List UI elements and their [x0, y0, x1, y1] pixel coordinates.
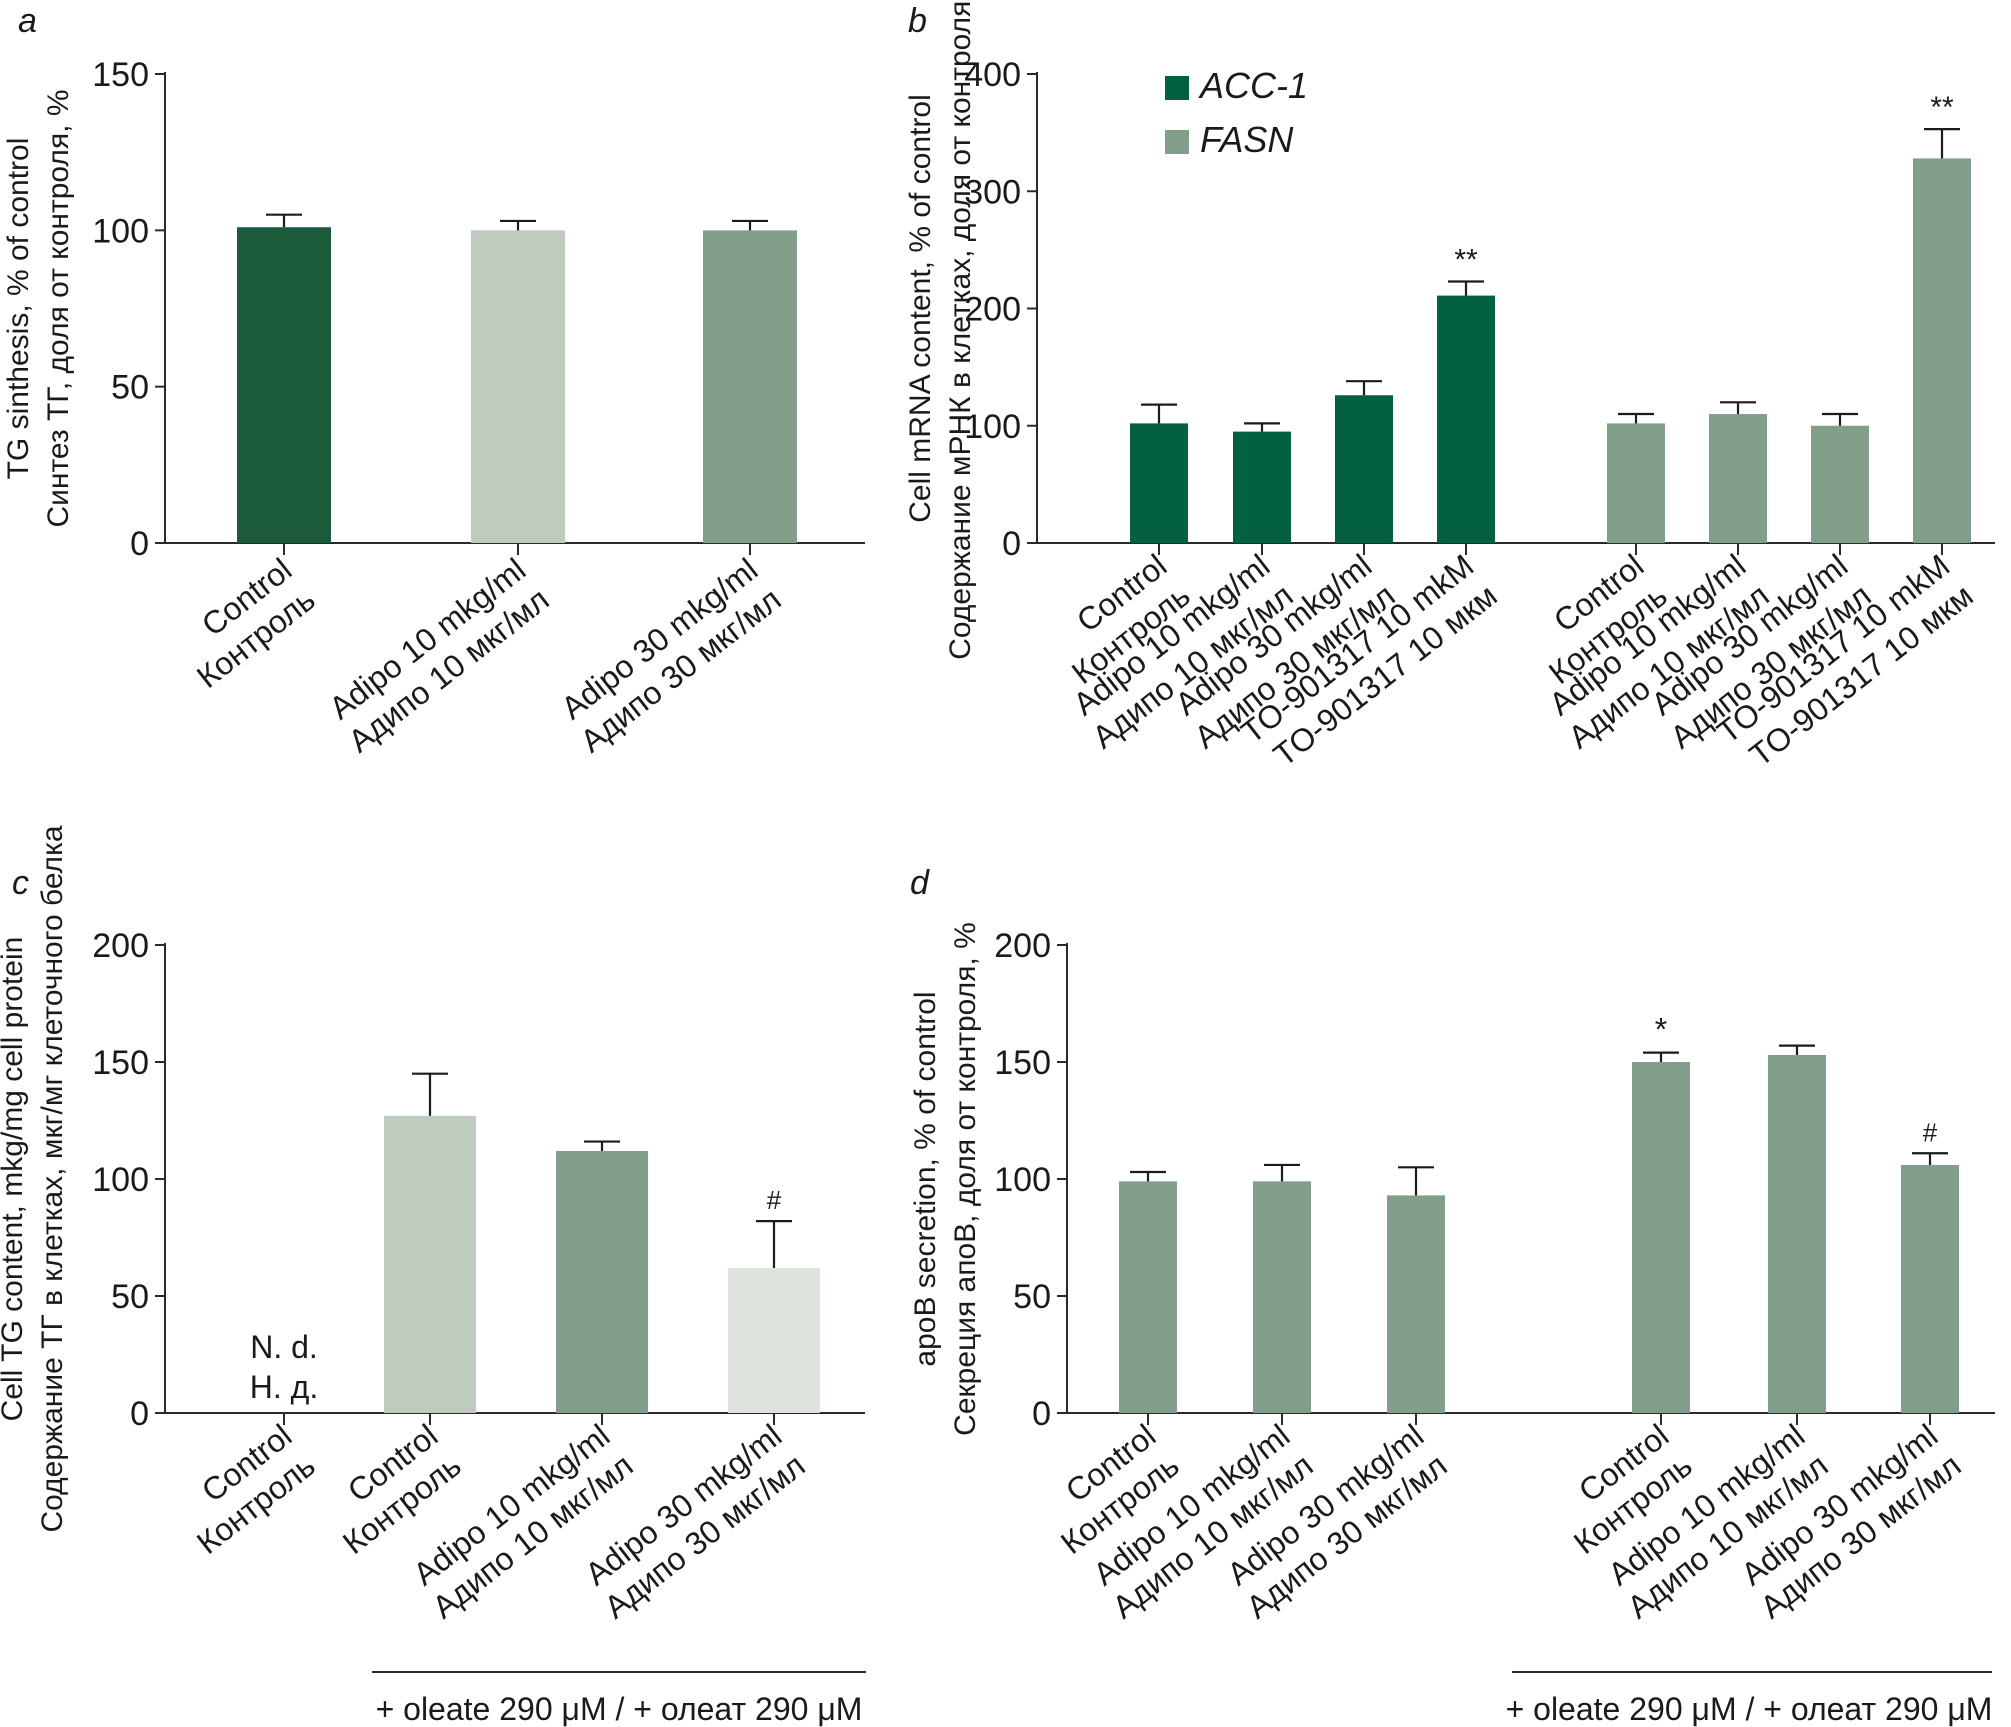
significance-mark: #	[767, 1185, 782, 1215]
y-tick-label: 400	[964, 56, 1021, 94]
bar	[1768, 1054, 1826, 1413]
bar	[728, 1267, 820, 1413]
bar	[1811, 425, 1869, 543]
panel-d: d 0 50 100 150 200 apoB secretion, % of contro…	[909, 864, 1995, 1727]
y-tick-label: 50	[111, 1278, 149, 1316]
y-axis-label: Содержание мРНК в клетках, доля от контр…	[944, 0, 977, 660]
significance-mark: **	[1454, 244, 1478, 277]
panel-letter: b	[908, 2, 927, 40]
not-detected-label: N. d.	[250, 1329, 318, 1365]
bar	[1709, 414, 1767, 543]
y-tick-label: 200	[964, 291, 1021, 329]
y-tick-label: 300	[964, 173, 1021, 211]
bar	[1632, 1062, 1690, 1413]
oleate-label: + oleate 290 μM / + олеат 290 μM	[1506, 1691, 1993, 1727]
y-tick-label: 0	[130, 525, 149, 563]
bar	[1607, 423, 1665, 543]
y-axis-label: Содержание ТГ в клетках, мкг/мг клеточно…	[36, 825, 69, 1532]
bar	[384, 1115, 476, 1413]
legend-swatch	[1165, 130, 1189, 154]
y-tick-label: 200	[92, 927, 149, 965]
significance-mark: #	[1923, 1117, 1938, 1147]
y-tick-label: 150	[92, 1044, 149, 1082]
legend-label: ACC-1	[1198, 65, 1308, 106]
y-axis-label: Cell mRNA content, % of control	[904, 94, 937, 523]
panel-b: b 0 100 200 300 400 Cell mRNA content, % of co…	[904, 0, 1995, 773]
panel-letter: d	[910, 864, 930, 902]
bar	[1253, 1181, 1311, 1413]
y-tick-label: 100	[964, 408, 1021, 446]
y-tick-label: 0	[1032, 1395, 1051, 1433]
bar	[237, 227, 331, 543]
bar	[1901, 1164, 1959, 1413]
y-tick-label: 0	[130, 1395, 149, 1433]
bar	[1437, 295, 1495, 543]
y-axis-label: TG sinthesis, % of control	[2, 138, 35, 480]
bar	[556, 1150, 648, 1413]
bar	[1233, 431, 1291, 543]
legend-label: FASN	[1200, 119, 1294, 160]
y-axis-label: Cell TG content, mkg/mg cell protein	[0, 937, 29, 1422]
bar	[1335, 395, 1393, 543]
bar	[1387, 1195, 1445, 1413]
bar	[703, 230, 797, 544]
y-tick-label: 100	[994, 1161, 1051, 1199]
y-tick-label: 100	[92, 1161, 149, 1199]
y-tick-label: 100	[92, 212, 149, 250]
panel-a: a 0 50 100 150 TG sinthesis, % of control Синт…	[2, 2, 865, 759]
y-tick-label: 200	[994, 927, 1051, 965]
panel-c: c 0 50 100 150 200 Cell TG content, mkg/mg cel…	[0, 825, 866, 1727]
bar	[1913, 158, 1971, 544]
y-tick-label: 50	[111, 369, 149, 407]
y-tick-label: 150	[92, 56, 149, 94]
y-axis-label: Секреция апоВ, доля от контроля, %	[949, 922, 982, 1436]
panel-letter: c	[12, 864, 29, 902]
bar	[471, 230, 565, 544]
y-tick-label: 150	[994, 1044, 1051, 1082]
y-tick-label: 0	[1002, 525, 1021, 563]
oleate-label: + oleate 290 μM / + олеат 290 μM	[376, 1691, 863, 1727]
not-detected-label: Н. д.	[250, 1369, 318, 1405]
y-axis-label: apoB secretion, % of control	[909, 991, 942, 1366]
bar	[1130, 423, 1188, 543]
significance-mark: **	[1930, 91, 1954, 124]
legend: ACC-1 FASN	[1165, 65, 1308, 160]
bar	[1119, 1181, 1177, 1413]
legend-swatch	[1165, 76, 1189, 100]
significance-mark: *	[1655, 1012, 1667, 1048]
y-tick-label: 50	[1013, 1278, 1051, 1316]
y-axis-label: Синтез ТГ, доля от контроля, %	[42, 89, 75, 527]
panel-letter: a	[18, 2, 37, 40]
